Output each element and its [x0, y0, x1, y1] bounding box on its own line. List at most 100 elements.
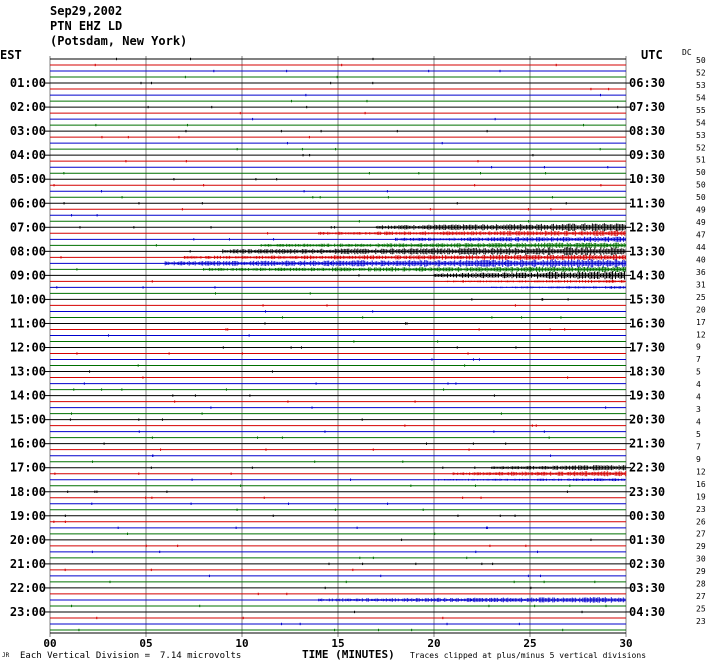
utc-hour-label: 23:30	[629, 485, 665, 499]
trace-activity	[203, 266, 626, 273]
dc-value: 53	[696, 131, 706, 140]
est-hour-label: 18:00	[10, 485, 46, 499]
dc-value: 27	[696, 530, 706, 539]
utc-hour-label: 07:30	[629, 100, 665, 114]
dc-value: 30	[696, 555, 706, 564]
utc-hour-label: 00:30	[629, 509, 665, 523]
trace-activity	[183, 254, 626, 261]
dc-value: 27	[696, 592, 706, 601]
est-hour-label: 11:00	[10, 316, 46, 330]
dc-value: 17	[696, 318, 706, 327]
dc-value: 50	[696, 193, 706, 202]
utc-hour-label: 13:30	[629, 244, 665, 258]
dc-value: 3	[696, 405, 701, 414]
division-label: Each Vertical Division =	[20, 651, 151, 661]
dc-value: 4	[696, 380, 701, 389]
division-value: 7.14 microvolts	[160, 651, 242, 661]
dc-value: 25	[696, 293, 706, 302]
trace-activity	[260, 242, 627, 248]
time-tick-label: 05	[139, 637, 152, 650]
dc-value: 12	[696, 330, 706, 339]
corner-mark: JR	[2, 652, 10, 659]
trace-activity	[395, 236, 626, 242]
dc-value: 36	[696, 268, 706, 277]
utc-hour-label: 17:30	[629, 341, 665, 355]
time-tick-label: 20	[427, 637, 440, 650]
dc-value: 25	[696, 605, 706, 614]
clip-note: Traces clipped at plus/minus 5 vertical …	[410, 651, 647, 660]
utc-hour-label: 08:30	[629, 124, 665, 138]
est-hour-label: 22:00	[10, 581, 46, 595]
utc-hour-label: 02:30	[629, 557, 665, 571]
utc-axis-label: UTC	[641, 48, 663, 62]
utc-hour-label: 12:30	[629, 220, 665, 234]
utc-hour-label: 19:30	[629, 389, 665, 403]
est-axis-label: EST	[0, 48, 22, 62]
est-hour-label: 04:00	[10, 148, 46, 162]
est-hour-label: 23:00	[10, 605, 46, 619]
dc-value: 28	[696, 580, 706, 589]
dc-value: 26	[696, 517, 706, 526]
utc-hour-label: 18:30	[629, 365, 665, 379]
x-axis-title: TIME (MINUTES)	[302, 648, 395, 661]
dc-value: 52	[696, 68, 706, 77]
dc-value: 40	[696, 255, 706, 264]
trace-activity	[318, 230, 626, 237]
est-hour-label: 10:00	[10, 292, 46, 306]
utc-hour-label: 10:30	[629, 172, 665, 186]
utc-hour-label: 15:30	[629, 292, 665, 306]
trace-activity	[222, 247, 626, 256]
utc-hour-label: 11:30	[629, 196, 665, 210]
trace-activity	[433, 478, 625, 482]
dc-value: 54	[696, 118, 706, 127]
utc-hour-label: 20:30	[629, 413, 665, 427]
dc-value: 54	[696, 93, 706, 102]
utc-hour-label: 09:30	[629, 148, 665, 162]
utc-hour-label: 16:30	[629, 316, 665, 330]
time-tick-label: 00	[43, 637, 56, 650]
utc-hour-label: 22:30	[629, 461, 665, 475]
dc-value: 49	[696, 206, 706, 215]
time-tick-label: 25	[523, 637, 536, 650]
trace-activity	[318, 597, 626, 603]
trace-activity	[433, 280, 625, 283]
time-tick-label: 10	[235, 637, 248, 650]
est-hour-label: 12:00	[10, 341, 46, 355]
dc-value: 51	[696, 156, 706, 165]
trace-activity	[164, 259, 627, 268]
dc-value: 5	[696, 430, 701, 439]
dc-value: 4	[696, 393, 701, 402]
dc-value: 16	[696, 480, 706, 489]
est-hour-label: 20:00	[10, 533, 46, 547]
est-hour-label: 09:00	[10, 268, 46, 282]
utc-hour-label: 01:30	[629, 533, 665, 547]
est-hour-label: 14:00	[10, 389, 46, 403]
dc-value: 9	[696, 455, 701, 464]
trace-activity	[433, 271, 625, 280]
dc-value: 7	[696, 355, 701, 364]
trace-activity	[491, 465, 626, 471]
utc-hour-label: 14:30	[629, 268, 665, 282]
record-date: Sep29,2002	[50, 4, 123, 18]
utc-hour-label: 21:30	[629, 437, 665, 451]
dc-value: 50	[696, 181, 706, 190]
est-hour-label: 01:00	[10, 76, 46, 90]
dc-value: 55	[696, 106, 706, 115]
trace-activity	[491, 286, 626, 289]
dc-value: 50	[696, 56, 706, 65]
dc-value: 7	[696, 442, 701, 451]
dc-value: 49	[696, 218, 706, 227]
station-location: (Potsdam, New York)	[50, 34, 188, 48]
utc-hour-label: 06:30	[629, 76, 665, 90]
est-hour-label: 08:00	[10, 244, 46, 258]
dc-value: 29	[696, 542, 706, 551]
est-hour-label: 19:00	[10, 509, 46, 523]
dc-value: 50	[696, 168, 706, 177]
dc-value: 47	[696, 231, 706, 240]
est-hour-label: 07:00	[10, 220, 46, 234]
dc-value: 5	[696, 368, 701, 377]
est-hour-label: 13:00	[10, 365, 46, 379]
dc-value: 31	[696, 280, 706, 289]
est-hour-label: 06:00	[10, 196, 46, 210]
